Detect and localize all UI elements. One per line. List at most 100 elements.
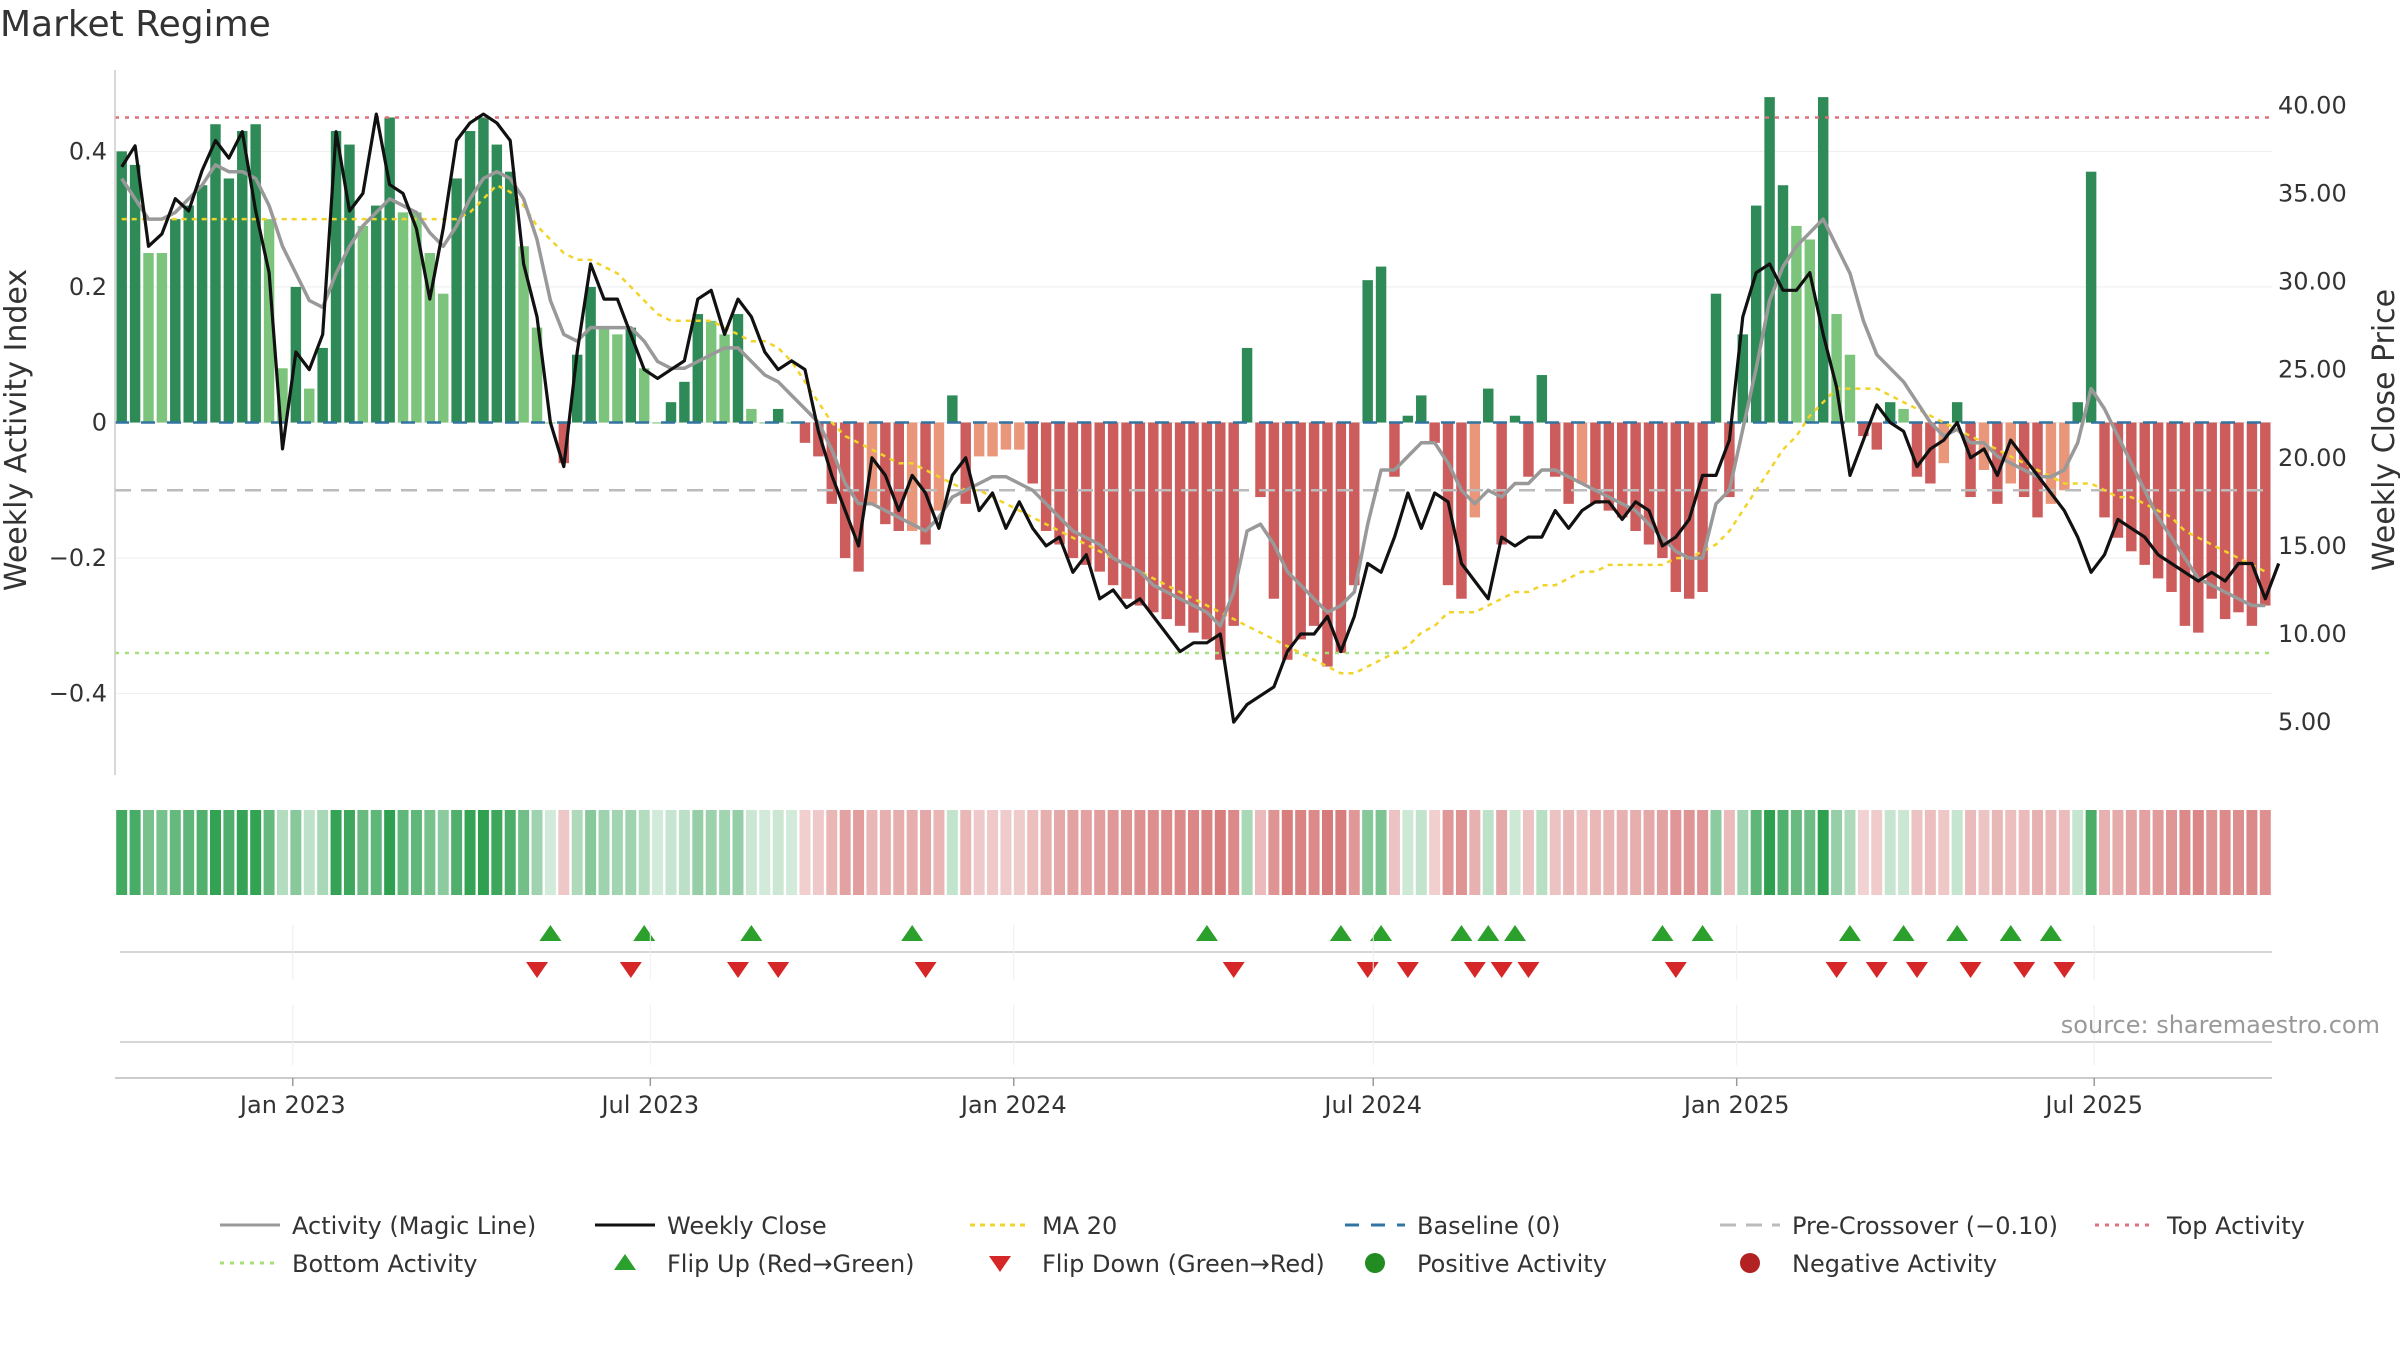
- flip-down-marker: [2053, 962, 2076, 978]
- regime-strip-cell: [1670, 810, 1682, 895]
- activity-bar: [1817, 97, 1829, 423]
- regime-strip-cell: [1844, 810, 1856, 895]
- activity-bar: [250, 124, 261, 423]
- weekly-close-line: [120, 112, 2281, 724]
- regime-strip-cell: [2005, 810, 2017, 895]
- source-note: source: sharemaestro.com: [2060, 1011, 2380, 1039]
- legend-label: Negative Activity: [1792, 1250, 1997, 1278]
- activity-bar: [947, 395, 958, 423]
- y-right-tick-label: 25.00: [2278, 356, 2347, 384]
- activity-bar: [853, 422, 864, 572]
- regime-strip-cell: [1107, 810, 1119, 895]
- regime-strip-cell: [196, 810, 208, 895]
- legend-item-top: Top Activity: [2095, 1212, 2305, 1240]
- activity-bar: [652, 422, 663, 424]
- flip-down-marker: [1463, 962, 1486, 978]
- legend: Activity (Magic Line) Weekly Close MA 20 Ba…: [220, 1212, 2305, 1278]
- regime-strip: [116, 810, 2271, 895]
- regime-strip-cell: [1295, 810, 1307, 895]
- x-tick-label: Jan 2024: [959, 1091, 1067, 1119]
- regime-strip-cell: [223, 810, 235, 895]
- regime-strip-cell: [2192, 810, 2204, 895]
- activity-bar: [1014, 422, 1025, 450]
- legend-symbol: [1740, 1253, 1760, 1273]
- activity-bar: [1992, 422, 2003, 504]
- regime-strip-cell: [1938, 810, 1950, 895]
- activity-bar: [1456, 422, 1467, 599]
- regime-strip-cell: [611, 810, 623, 895]
- activity-bar: [2260, 422, 2271, 606]
- regime-strip-cell: [357, 810, 369, 895]
- regime-strip-cell: [692, 810, 704, 895]
- activity-bar: [1201, 422, 1213, 640]
- legend-item-flipdown: Flip Down (Green→Red): [989, 1250, 1325, 1278]
- activity-bar: [638, 368, 650, 423]
- activity-bar: [2246, 422, 2258, 626]
- regime-strip-cell: [2032, 810, 2044, 895]
- activity-bar: [1563, 422, 1574, 504]
- regime-strip-cell: [745, 810, 757, 895]
- regime-strip-cell: [759, 810, 771, 895]
- regime-strip-cell: [2219, 810, 2231, 895]
- activity-bar: [411, 212, 422, 423]
- activity-bar: [1295, 422, 1306, 640]
- regime-strip-cell: [1442, 810, 1454, 895]
- activity-bar: [1483, 388, 1494, 423]
- regime-strip-cell: [987, 810, 999, 895]
- y-right-tick-label: 5.00: [2278, 708, 2331, 736]
- activity-bar: [129, 164, 141, 423]
- regime-strip-cell: [719, 810, 731, 895]
- activity-bar: [1858, 422, 1869, 437]
- flip-up-marker: [1477, 925, 1500, 941]
- y-right-tick-label: 40.00: [2278, 91, 2347, 119]
- activity-bar: [1107, 422, 1119, 586]
- regime-strip-cell: [799, 810, 811, 895]
- activity-bar: [2166, 422, 2177, 592]
- activity-bar: [1898, 408, 1909, 423]
- activity-bar: [1389, 422, 1400, 477]
- activity-bar: [705, 320, 717, 423]
- activity-bar: [1067, 422, 1079, 559]
- regime-strip-cell: [625, 810, 637, 895]
- regime-strip-cell: [1710, 810, 1722, 895]
- activity-bar: [344, 144, 355, 423]
- regime-strip-cell: [424, 810, 436, 895]
- activity-bar: [1884, 402, 1896, 423]
- activity-bar: [973, 422, 985, 457]
- activity-bar: [1951, 402, 1963, 423]
- regime-strip-cell: [933, 810, 945, 895]
- series-lines: [120, 112, 2281, 724]
- activity-bar: [1215, 422, 1226, 660]
- regime-strip-cell: [705, 810, 717, 895]
- regime-strip-cell: [1777, 810, 1789, 895]
- flip-down-marker: [1222, 962, 1245, 978]
- legend-item-magic: Activity (Magic Line): [220, 1212, 536, 1240]
- flip-down-marker: [1865, 962, 1888, 978]
- legend-label: Weekly Close: [667, 1212, 827, 1240]
- x-tick-label: Jan 2023: [238, 1091, 346, 1119]
- ma20-line: [121, 183, 2266, 675]
- regime-strip-cell: [1067, 810, 1079, 895]
- activity-bar: [1911, 422, 1923, 477]
- regime-strip-cell: [1630, 810, 1642, 895]
- activity-bar: [893, 422, 904, 531]
- regime-strip-cell: [772, 810, 784, 895]
- activity-bar: [679, 381, 690, 423]
- activity-bar: [1737, 334, 1749, 423]
- regime-strip-cell: [598, 810, 610, 895]
- activity-bar: [826, 422, 837, 504]
- activity-bar: [1603, 422, 1615, 511]
- legend-label: MA 20: [1042, 1212, 1117, 1240]
- activity-bar: [1938, 422, 1949, 464]
- regime-strip-cell: [960, 810, 972, 895]
- activity-bar: [1536, 375, 1548, 423]
- regime-strip-cell: [2166, 810, 2178, 895]
- activity-bar: [1121, 422, 1132, 599]
- legend-label: Bottom Activity: [292, 1250, 477, 1278]
- regime-strip-cell: [1134, 810, 1146, 895]
- legend-label: Flip Down (Green→Red): [1042, 1250, 1325, 1278]
- activity-bar: [719, 334, 730, 423]
- activity-bar: [1375, 266, 1387, 423]
- regime-strip-cell: [1415, 810, 1427, 895]
